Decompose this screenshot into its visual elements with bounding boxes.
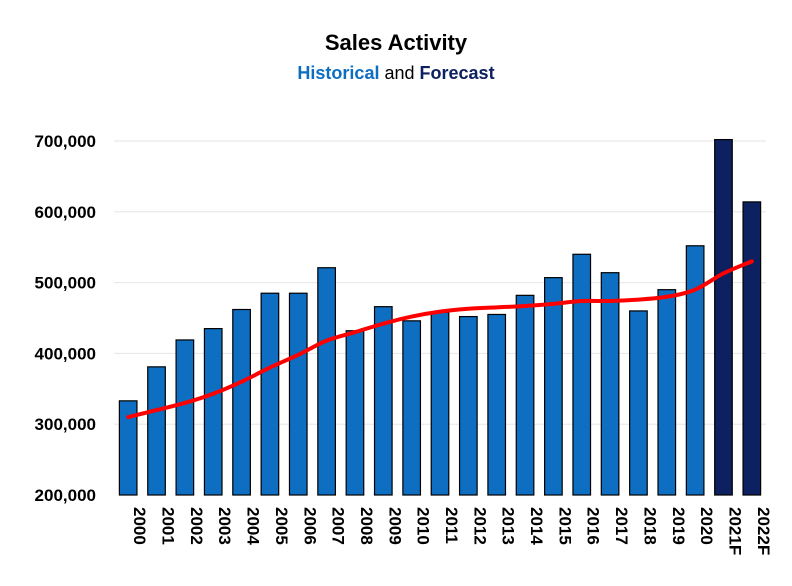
bar <box>515 294 535 496</box>
x-tick-label: 2021F <box>725 507 744 555</box>
y-tick-label: 700,000 <box>35 132 96 151</box>
bar <box>458 315 478 496</box>
bar <box>317 267 336 496</box>
bar <box>345 330 365 496</box>
bar <box>600 272 620 496</box>
chart-subtitle: Historical and Forecast <box>0 63 792 84</box>
bar <box>402 320 422 496</box>
x-tick-label: 2001 <box>159 507 178 545</box>
x-tick-label: 2004 <box>244 507 263 545</box>
bar <box>572 253 592 496</box>
x-tick-label: 2014 <box>527 507 546 545</box>
x-tick-label: 2006 <box>300 507 319 545</box>
bar <box>147 366 166 496</box>
bar <box>742 201 762 496</box>
bar <box>629 310 648 496</box>
x-tick-label: 2020 <box>697 507 716 545</box>
bar <box>657 289 677 496</box>
x-tick-label: 2013 <box>499 507 518 545</box>
x-tick-label: 2022F <box>754 507 773 555</box>
x-tick-label: 2010 <box>414 507 433 545</box>
x-tick-label: 2007 <box>329 507 348 545</box>
chart-title: Sales Activity <box>324 30 468 55</box>
x-tick-label: 2009 <box>385 507 404 545</box>
bar <box>175 339 195 496</box>
x-tick-label: 2019 <box>669 507 688 545</box>
x-tick-label: 2016 <box>584 507 603 545</box>
x-tick-label: 2015 <box>555 507 574 545</box>
bar <box>288 292 308 496</box>
bar <box>544 277 563 496</box>
bar <box>714 138 733 496</box>
x-tick-label: 2003 <box>215 507 234 545</box>
bar <box>373 306 393 496</box>
x-tick-label: 2012 <box>470 507 489 545</box>
y-tick-label: 200,000 <box>35 486 96 505</box>
y-tick-label: 400,000 <box>35 344 96 363</box>
x-tick-label: 2017 <box>612 507 631 545</box>
x-tick-label: 2000 <box>130 507 149 545</box>
x-tick-label: 2018 <box>640 507 659 545</box>
x-tick-label: 2002 <box>187 507 206 545</box>
bar <box>232 308 251 496</box>
x-tick-label: 2011 <box>442 507 461 544</box>
subtitle-forecast: Forecast <box>419 63 495 83</box>
subtitle-connector: and <box>384 63 415 83</box>
y-tick-label: 500,000 <box>35 274 96 293</box>
trend-line <box>126 259 754 420</box>
bar <box>430 311 450 496</box>
y-tick-label: 300,000 <box>35 415 96 434</box>
x-tick-label: 2005 <box>272 507 291 545</box>
subtitle-historical: Historical <box>297 63 380 83</box>
bar <box>118 400 138 496</box>
bar <box>487 313 507 496</box>
x-tick-label: 2008 <box>357 507 376 545</box>
bar <box>260 292 280 496</box>
y-tick-label: 600,000 <box>35 203 96 222</box>
bar <box>203 328 223 496</box>
bar <box>685 245 705 496</box>
